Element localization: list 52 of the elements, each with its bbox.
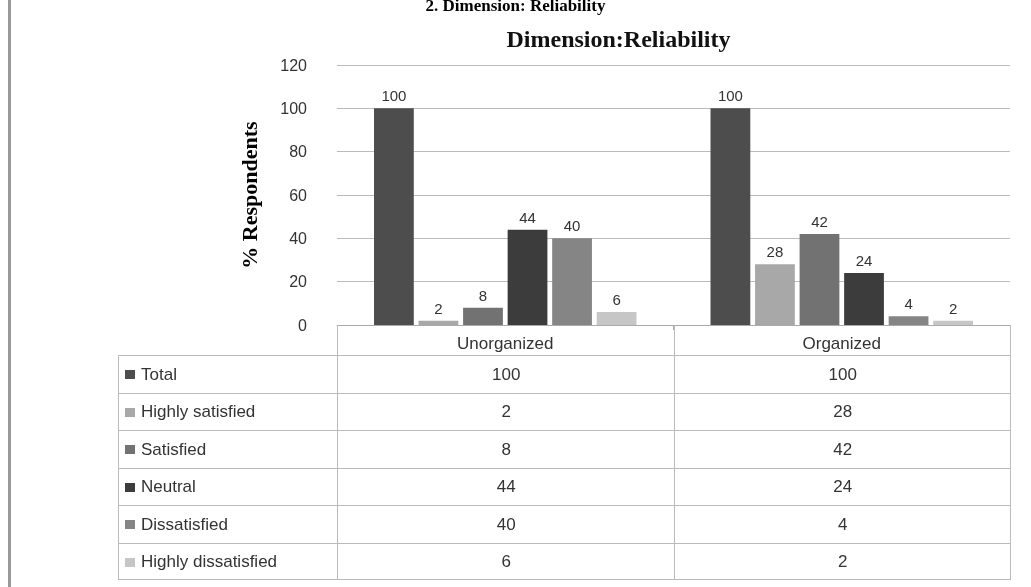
- text: 2. Dimension: Reliability: [424, 0, 607, 16]
- bar: [799, 234, 840, 325]
- annotation: 100: [717, 87, 743, 105]
- bar: [552, 238, 592, 325]
- y-tick-label: 0: [298, 316, 308, 334]
- bar: [507, 229, 548, 325]
- data-label: 4: [837, 513, 849, 536]
- annotation: 40: [563, 217, 581, 235]
- annotation: 28: [766, 243, 784, 261]
- data-label: 100: [491, 363, 522, 386]
- data-label: 28: [832, 401, 854, 424]
- x-tick-label: Unorganized: [457, 334, 554, 353]
- data-label: 24: [832, 476, 854, 499]
- bar: [888, 316, 929, 325]
- data-label: 100: [827, 363, 858, 386]
- annotation: 44: [519, 208, 536, 226]
- y-axis-title: % Respondents: [237, 121, 263, 269]
- annotation: 42: [811, 213, 828, 230]
- annotation: 6: [612, 291, 621, 308]
- x-tick-label: Organized: [802, 334, 881, 353]
- data-label: 6: [500, 551, 512, 574]
- y-tick-label: 20: [289, 273, 308, 291]
- bar: [710, 108, 751, 325]
- legend-label: Total: [141, 364, 177, 385]
- legend-label: Highly satisfied: [141, 402, 256, 423]
- legend-label: Neutral: [141, 477, 196, 498]
- annotation: 24: [855, 252, 873, 269]
- legend-label: Satisfied: [141, 439, 207, 460]
- bar: [844, 273, 884, 325]
- annotation: 2: [434, 299, 443, 317]
- y-tick-label: 100: [280, 99, 308, 117]
- y-tick-label: 60: [289, 186, 308, 204]
- y-tick-label: 120: [280, 56, 308, 74]
- data-label: 8: [500, 438, 512, 461]
- bar: [596, 312, 637, 325]
- bar: [463, 307, 503, 325]
- annotation: 4: [904, 295, 913, 313]
- bar: [374, 108, 414, 325]
- data-label: 42: [832, 438, 854, 461]
- data-label: 2: [837, 551, 849, 574]
- bar: [933, 320, 973, 325]
- legend-label: Highly dissatisfied: [141, 552, 278, 573]
- annotation: 2: [948, 299, 958, 317]
- data-label: 44: [495, 476, 517, 499]
- legend-label: Dissatisfied: [141, 514, 228, 535]
- annotation: 8: [478, 286, 488, 304]
- chart-title: Dimension:Reliability: [506, 26, 731, 52]
- y-tick-label: 40: [289, 229, 308, 247]
- data-label: 2: [500, 401, 512, 424]
- data-label: 40: [495, 513, 517, 536]
- y-tick-label: 80: [289, 143, 308, 161]
- annotation: 100: [381, 87, 407, 105]
